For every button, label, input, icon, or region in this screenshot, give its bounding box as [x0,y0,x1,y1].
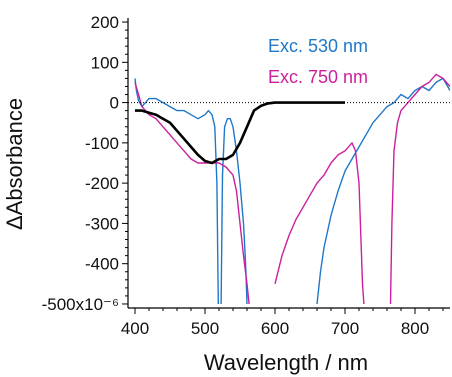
y-tick-label: -400 [85,255,119,274]
x-tick-label: 600 [261,319,289,338]
legend-item-exc-750: Exc. 750 nm [268,67,368,87]
y-tick-label: -300 [85,214,119,233]
series-1-segment-2 [220,118,248,305]
series-2-segment-2 [274,142,365,305]
series-2-segment-1 [134,82,250,305]
y-tick-label: 200 [91,13,119,32]
legend-item-exc-530: Exc. 530 nm [268,36,368,56]
y-tick-label: -100 [85,134,119,153]
ticks: 400 500 600 700 800 200 100 0 -100 -200 -300 -400 -5… [42,13,444,338]
x-tick-label: 800 [401,319,429,338]
x-tick-label: 400 [121,319,149,338]
y-tick-label: 0 [110,94,119,113]
plot-area [128,73,450,305]
legend: Exc. 530 nm Exc. 750 nm [268,36,368,87]
fit-curve-segment [135,101,345,165]
series-1-segment-3 [316,77,450,305]
y-tick-label: -500x10⁻⁶ [42,295,119,314]
y-tick-label: -200 [85,174,119,193]
x-tick-label: 500 [191,319,219,338]
y-tick-label: 100 [91,53,119,72]
y-axis-title: ΔAbsorbance [2,98,27,230]
series-layer [134,73,450,305]
series-2-segment-3 [389,73,450,305]
x-tick-label: 700 [331,319,359,338]
x-axis-title: Wavelength / nm [204,350,368,375]
axes [127,18,450,309]
